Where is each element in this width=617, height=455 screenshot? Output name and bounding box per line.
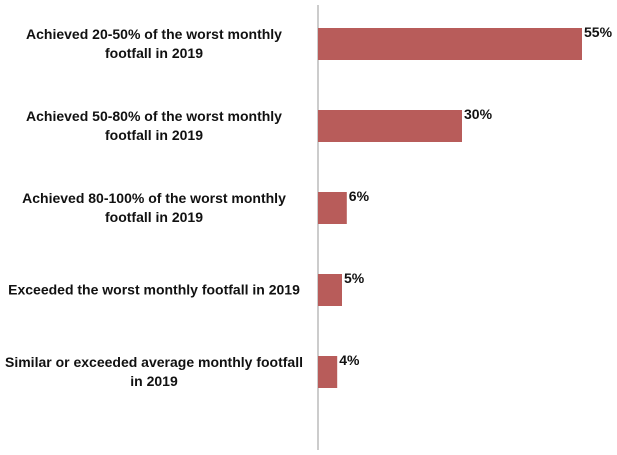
bar-2 xyxy=(318,110,462,142)
category-label-5: Similar or exceeded average monthly foot… xyxy=(4,353,304,391)
category-label-3: Achieved 80-100% of the worst monthly fo… xyxy=(4,189,304,227)
category-label-2: Achieved 50-80% of the worst monthly foo… xyxy=(4,107,304,145)
bar-1 xyxy=(318,28,582,60)
bar-4 xyxy=(318,274,342,306)
category-label-1: Achieved 20-50% of the worst monthly foo… xyxy=(4,25,304,63)
bar-5 xyxy=(318,356,337,388)
data-label-3: 6% xyxy=(349,188,369,204)
data-label-2: 30% xyxy=(464,106,492,122)
category-label-4: Exceeded the worst monthly footfall in 2… xyxy=(4,281,304,300)
data-label-5: 4% xyxy=(339,352,359,368)
data-label-1: 55% xyxy=(584,24,612,40)
data-label-4: 5% xyxy=(344,270,364,286)
bar-3 xyxy=(318,192,347,224)
